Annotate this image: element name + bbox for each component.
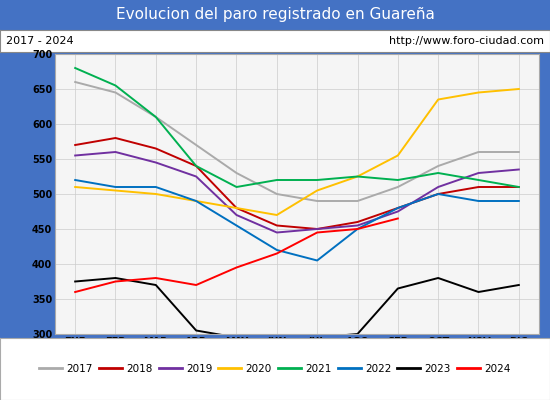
Text: Evolucion del paro registrado en Guareña: Evolucion del paro registrado en Guareña xyxy=(116,8,435,22)
Text: 2017 - 2024: 2017 - 2024 xyxy=(6,36,73,46)
Text: http://www.foro-ciudad.com: http://www.foro-ciudad.com xyxy=(389,36,544,46)
Legend: 2017, 2018, 2019, 2020, 2021, 2022, 2023, 2024: 2017, 2018, 2019, 2020, 2021, 2022, 2023… xyxy=(35,360,515,378)
